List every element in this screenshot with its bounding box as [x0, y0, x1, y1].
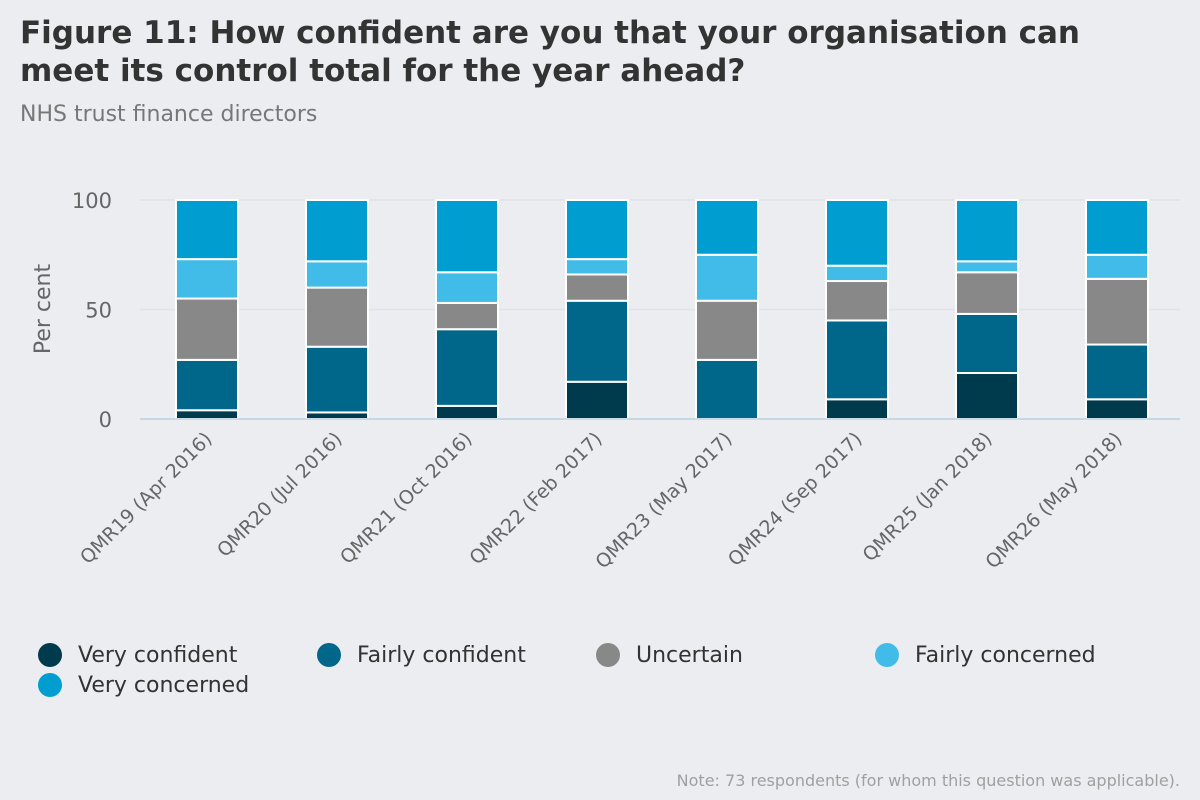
legend-item: Very confident [38, 640, 317, 670]
bar-segment [435, 271, 499, 304]
bar-segment [825, 199, 889, 267]
y-axis-label: Per cent [31, 264, 56, 355]
legend-swatch [38, 643, 62, 667]
bar-segment [955, 260, 1019, 274]
bar-segment [955, 312, 1019, 375]
legend-label: Very confident [78, 642, 238, 668]
chart-subtitle: NHS trust finance directors [20, 102, 318, 127]
legend-item: Fairly confident [317, 640, 596, 670]
bar-segment [435, 301, 499, 331]
y-tick-label: 0 [99, 408, 112, 432]
bar-segment [825, 398, 889, 421]
bar-segment [565, 199, 629, 261]
x-tick-label: QMR19 (Apr 2016) [76, 428, 217, 569]
x-tick-label: QMR26 (May 2018) [981, 428, 1126, 573]
bar-segment [305, 345, 369, 414]
bar-segment [175, 258, 239, 300]
bar-segment [955, 199, 1019, 263]
bar-segment [825, 280, 889, 322]
y-tick-label: 50 [85, 299, 112, 323]
x-tick-label: QMR23 (May 2017) [591, 428, 736, 573]
x-tick-label: QMR24 (Sep 2017) [724, 428, 867, 571]
legend-swatch [596, 643, 620, 667]
bar-segment [825, 264, 889, 283]
bar-segment [955, 271, 1019, 315]
bar-segment [565, 380, 629, 420]
legend-label: Very concerned [78, 672, 250, 698]
legend-item: Uncertain [596, 640, 875, 670]
legend: Very confident Fairly confident Uncertain F… [38, 640, 1178, 700]
bar-segment [435, 328, 499, 407]
bar-segment [955, 372, 1019, 421]
bar-segment [1085, 253, 1149, 280]
bar-segment [1085, 398, 1149, 421]
bar-segment [825, 319, 889, 401]
bar-segment [175, 409, 239, 420]
y-tick-label: 100 [72, 189, 112, 213]
bar-segment [1085, 343, 1149, 401]
bar-segment [305, 199, 369, 263]
bar-segment [695, 299, 759, 361]
legend-label: Fairly confident [357, 642, 526, 668]
legend-item: Fairly concerned [875, 640, 1154, 670]
bar-segment [695, 253, 759, 302]
bar-segment [435, 404, 499, 420]
legend-swatch [38, 673, 62, 697]
bar-segment [175, 358, 239, 412]
bar-segment [1085, 199, 1149, 256]
footnote: Note: 73 respondents (for whom this ques… [676, 771, 1180, 790]
bar-segment [1085, 277, 1149, 346]
legend-item: Very concerned [38, 670, 317, 700]
x-tick-label: QMR25 (Jan 2018) [858, 428, 996, 566]
legend-swatch [317, 643, 341, 667]
legend-label: Uncertain [636, 642, 743, 668]
x-tick-label: QMR21 (Oct 2016) [336, 428, 477, 569]
bar-segment [565, 299, 629, 383]
chart-title: Figure 11: How confident are you that yo… [20, 15, 1080, 89]
bar-segment [175, 297, 239, 361]
bar-segment [175, 199, 239, 261]
legend-swatch [875, 643, 899, 667]
x-tick-label: QMR22 (Feb 2017) [465, 428, 606, 569]
bar-segment [305, 286, 369, 348]
x-tick-label: QMR20 (Jul 2016) [213, 428, 347, 562]
bar-segment [565, 273, 629, 302]
bar-segment [695, 358, 759, 420]
bar-segment [305, 260, 369, 289]
legend-label: Fairly concerned [915, 642, 1096, 668]
bar-segment [695, 199, 759, 256]
bar-segment [565, 258, 629, 276]
bar-segment [435, 199, 499, 274]
